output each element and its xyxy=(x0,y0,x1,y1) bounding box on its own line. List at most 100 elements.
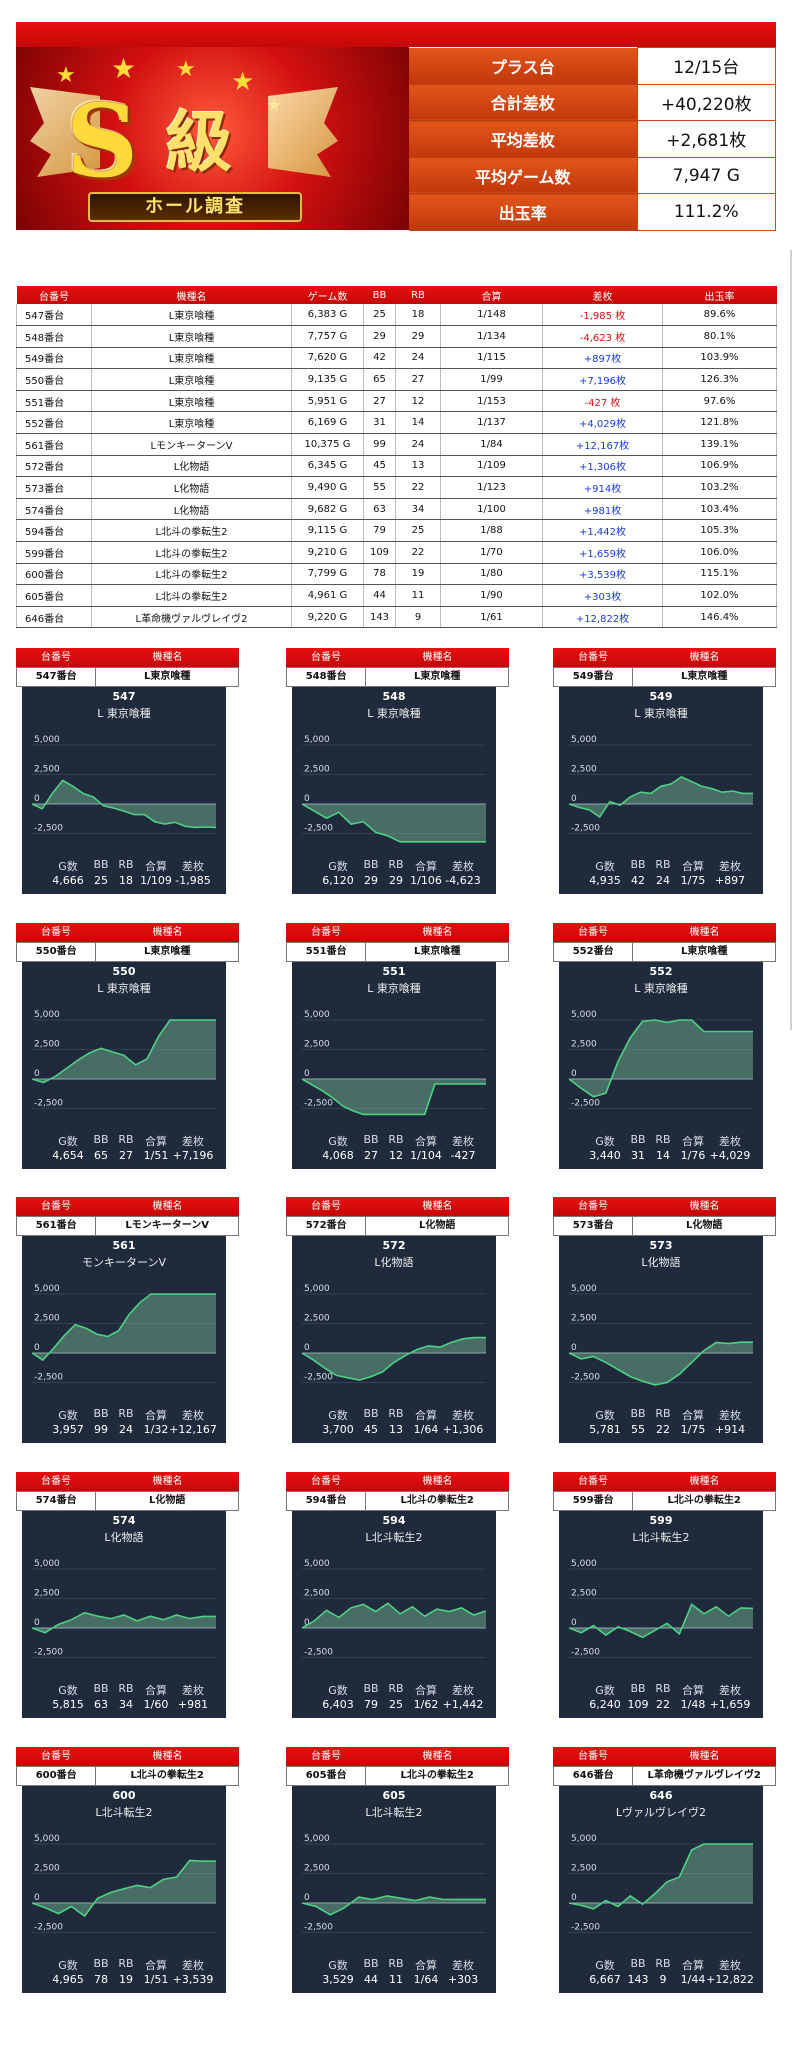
stat-value: 109 xyxy=(627,1698,649,1711)
machine-card: 台番号 機種名 646番台 L革命機ヴァルヴレイヴ2 5,000 2,500 0 -2,500… xyxy=(553,1747,776,2000)
table-cell: 34 xyxy=(395,498,441,521)
graph-panel: 5,000 2,500 0 -2,500 561 モンキーターンV G数 3,957 BB 99 R… xyxy=(22,1236,226,1443)
logo-s-letter: S xyxy=(66,82,139,200)
logo-kyu-kanji: 級 xyxy=(166,103,232,181)
table-cell: 6,383 G xyxy=(291,304,364,327)
table-cell: 121.8% xyxy=(662,411,777,435)
stat-label: 差枚 xyxy=(452,1135,474,1148)
y-tick-label: 0 xyxy=(571,1893,577,1903)
card-header-machine-no: 台番号 xyxy=(41,1751,71,1762)
table-cell: L革命機ヴァルヴレイヴ2 xyxy=(91,606,292,629)
y-tick-label: 0 xyxy=(34,1618,40,1628)
table-cell: 574番台 xyxy=(16,498,92,521)
table-cell: 6,169 G xyxy=(291,411,364,435)
stat-label: BB xyxy=(363,1682,379,1695)
y-tick-label: 0 xyxy=(571,1343,577,1353)
table-cell: 115.1% xyxy=(662,563,777,586)
table-cell: LモンキーターンV xyxy=(91,433,292,456)
table-cell: 109 xyxy=(363,541,396,564)
stat-label: 差枚 xyxy=(452,860,474,873)
diff-line xyxy=(568,775,753,819)
stat-label: G数 xyxy=(58,860,78,873)
y-tick-label: 2,500 xyxy=(571,1314,597,1324)
table-cell: 27 xyxy=(363,390,396,413)
card-machine-name: L北斗の拳転生2 xyxy=(400,1495,474,1506)
stat-label: 差枚 xyxy=(452,1684,474,1697)
stat-value: +12,822 xyxy=(706,1973,754,1986)
stat-value: 4,666 xyxy=(52,874,84,887)
table-row: 551番台 L東京喰種 5,951 G 27 12 1/153 -427 枚 97.6% xyxy=(16,390,777,413)
diff-graph: 5,000 2,500 0 -2,500 xyxy=(31,1834,216,1933)
diff-area xyxy=(32,1020,216,1083)
y-tick-label: 0 xyxy=(34,1893,40,1903)
stat-label: 合算 xyxy=(682,1959,704,1972)
y-tick-label: 2,500 xyxy=(304,1040,330,1050)
stat-value: 6,240 xyxy=(589,1698,621,1711)
stat-value: 18 xyxy=(119,874,133,887)
graph-machine-no: 550 xyxy=(112,965,136,978)
stat-label: 合算 xyxy=(682,1409,704,1422)
card-machine-no: 551番台 xyxy=(287,943,367,961)
stat-value: 1/48 xyxy=(680,1698,706,1711)
stat-label: 差枚 xyxy=(452,1409,474,1422)
table-cell: 1/115 xyxy=(440,347,543,370)
table-cell: +7,196枚 xyxy=(542,368,663,391)
column-header: BB xyxy=(363,286,396,304)
card-value-row: 547番台 L東京喰種 xyxy=(16,667,239,687)
stat-value: 99 xyxy=(94,1423,108,1436)
y-tick-label: -2,500 xyxy=(571,1373,600,1383)
table-cell: 89.6% xyxy=(662,304,777,327)
card-header-row: 台番号 機種名 xyxy=(286,1747,509,1766)
y-tick-label: 0 xyxy=(34,1069,40,1079)
card-value-row: 552番台 L東京喰種 xyxy=(553,942,776,962)
table-cell: +4,029枚 xyxy=(542,411,663,435)
stat-label: 合算 xyxy=(415,1135,437,1148)
table-row: 552番台 L東京喰種 6,169 G 31 14 1/137 +4,029枚 121.8% xyxy=(16,411,777,435)
stat-label: G数 xyxy=(58,1135,78,1148)
card-machine-name: L東京喰種 xyxy=(680,671,728,682)
diff-area xyxy=(302,1603,486,1628)
diff-area xyxy=(302,804,486,842)
y-tick-label: 2,500 xyxy=(34,1314,60,1324)
stat-label: 合算 xyxy=(682,860,704,873)
table-cell: +3,539枚 xyxy=(542,563,663,586)
table-cell: 550番台 xyxy=(16,368,92,391)
graph-machine-no: 600 xyxy=(112,1789,136,1802)
stat-label: BB xyxy=(93,1957,109,1970)
table-cell: 6,345 G xyxy=(291,455,364,478)
stat-value: 1/75 xyxy=(680,874,706,887)
column-header: 差枚 xyxy=(542,286,663,304)
y-tick-label: 5,000 xyxy=(304,1559,330,1569)
table-cell: 9,210 G xyxy=(291,541,364,564)
card-header-row: 台番号 機種名 xyxy=(553,1747,776,1766)
table-cell: 7,620 G xyxy=(291,347,364,370)
table-cell: 646番台 xyxy=(16,606,92,629)
y-tick-label: 5,000 xyxy=(34,1559,60,1569)
table-cell: 99 xyxy=(363,433,396,456)
stat-label: 差枚 xyxy=(182,1135,204,1148)
graph-machine-name: L化物語 xyxy=(104,1531,144,1544)
scrollbar[interactable] xyxy=(790,250,792,1030)
diff-graph: 5,000 2,500 0 -2,500 xyxy=(301,1010,486,1116)
stat-value: +7,196 xyxy=(172,1149,214,1162)
card-machine-name: L東京喰種 xyxy=(143,946,191,957)
graph-machine-no: 594 xyxy=(382,1514,406,1527)
y-tick-label: 0 xyxy=(571,1069,577,1079)
card-header-machine-no: 台番号 xyxy=(578,927,608,938)
table-cell: 599番台 xyxy=(16,541,92,564)
stat-value: 29 xyxy=(364,874,378,887)
card-header-machine-name: 機種名 xyxy=(422,1201,453,1212)
card-value-row: 561番台 LモンキーターンV xyxy=(16,1216,239,1236)
machine-card: 台番号 機種名 600番台 L北斗の拳転生2 5,000 2,500 0 -2,500 600 L… xyxy=(16,1747,239,2000)
right-wing-decoration xyxy=(268,87,338,177)
y-tick-label: 0 xyxy=(304,1343,310,1353)
table-cell: L東京喰種 xyxy=(91,411,292,435)
card-machine-no: 552番台 xyxy=(554,943,634,961)
table-cell: 1/99 xyxy=(440,368,543,391)
column-header: 台番号 xyxy=(16,286,92,304)
summary-label: 合計差枚 xyxy=(409,84,637,122)
table-cell: +1,659枚 xyxy=(542,541,663,564)
table-cell: 24 xyxy=(395,347,441,370)
stat-label: G数 xyxy=(595,1135,615,1148)
